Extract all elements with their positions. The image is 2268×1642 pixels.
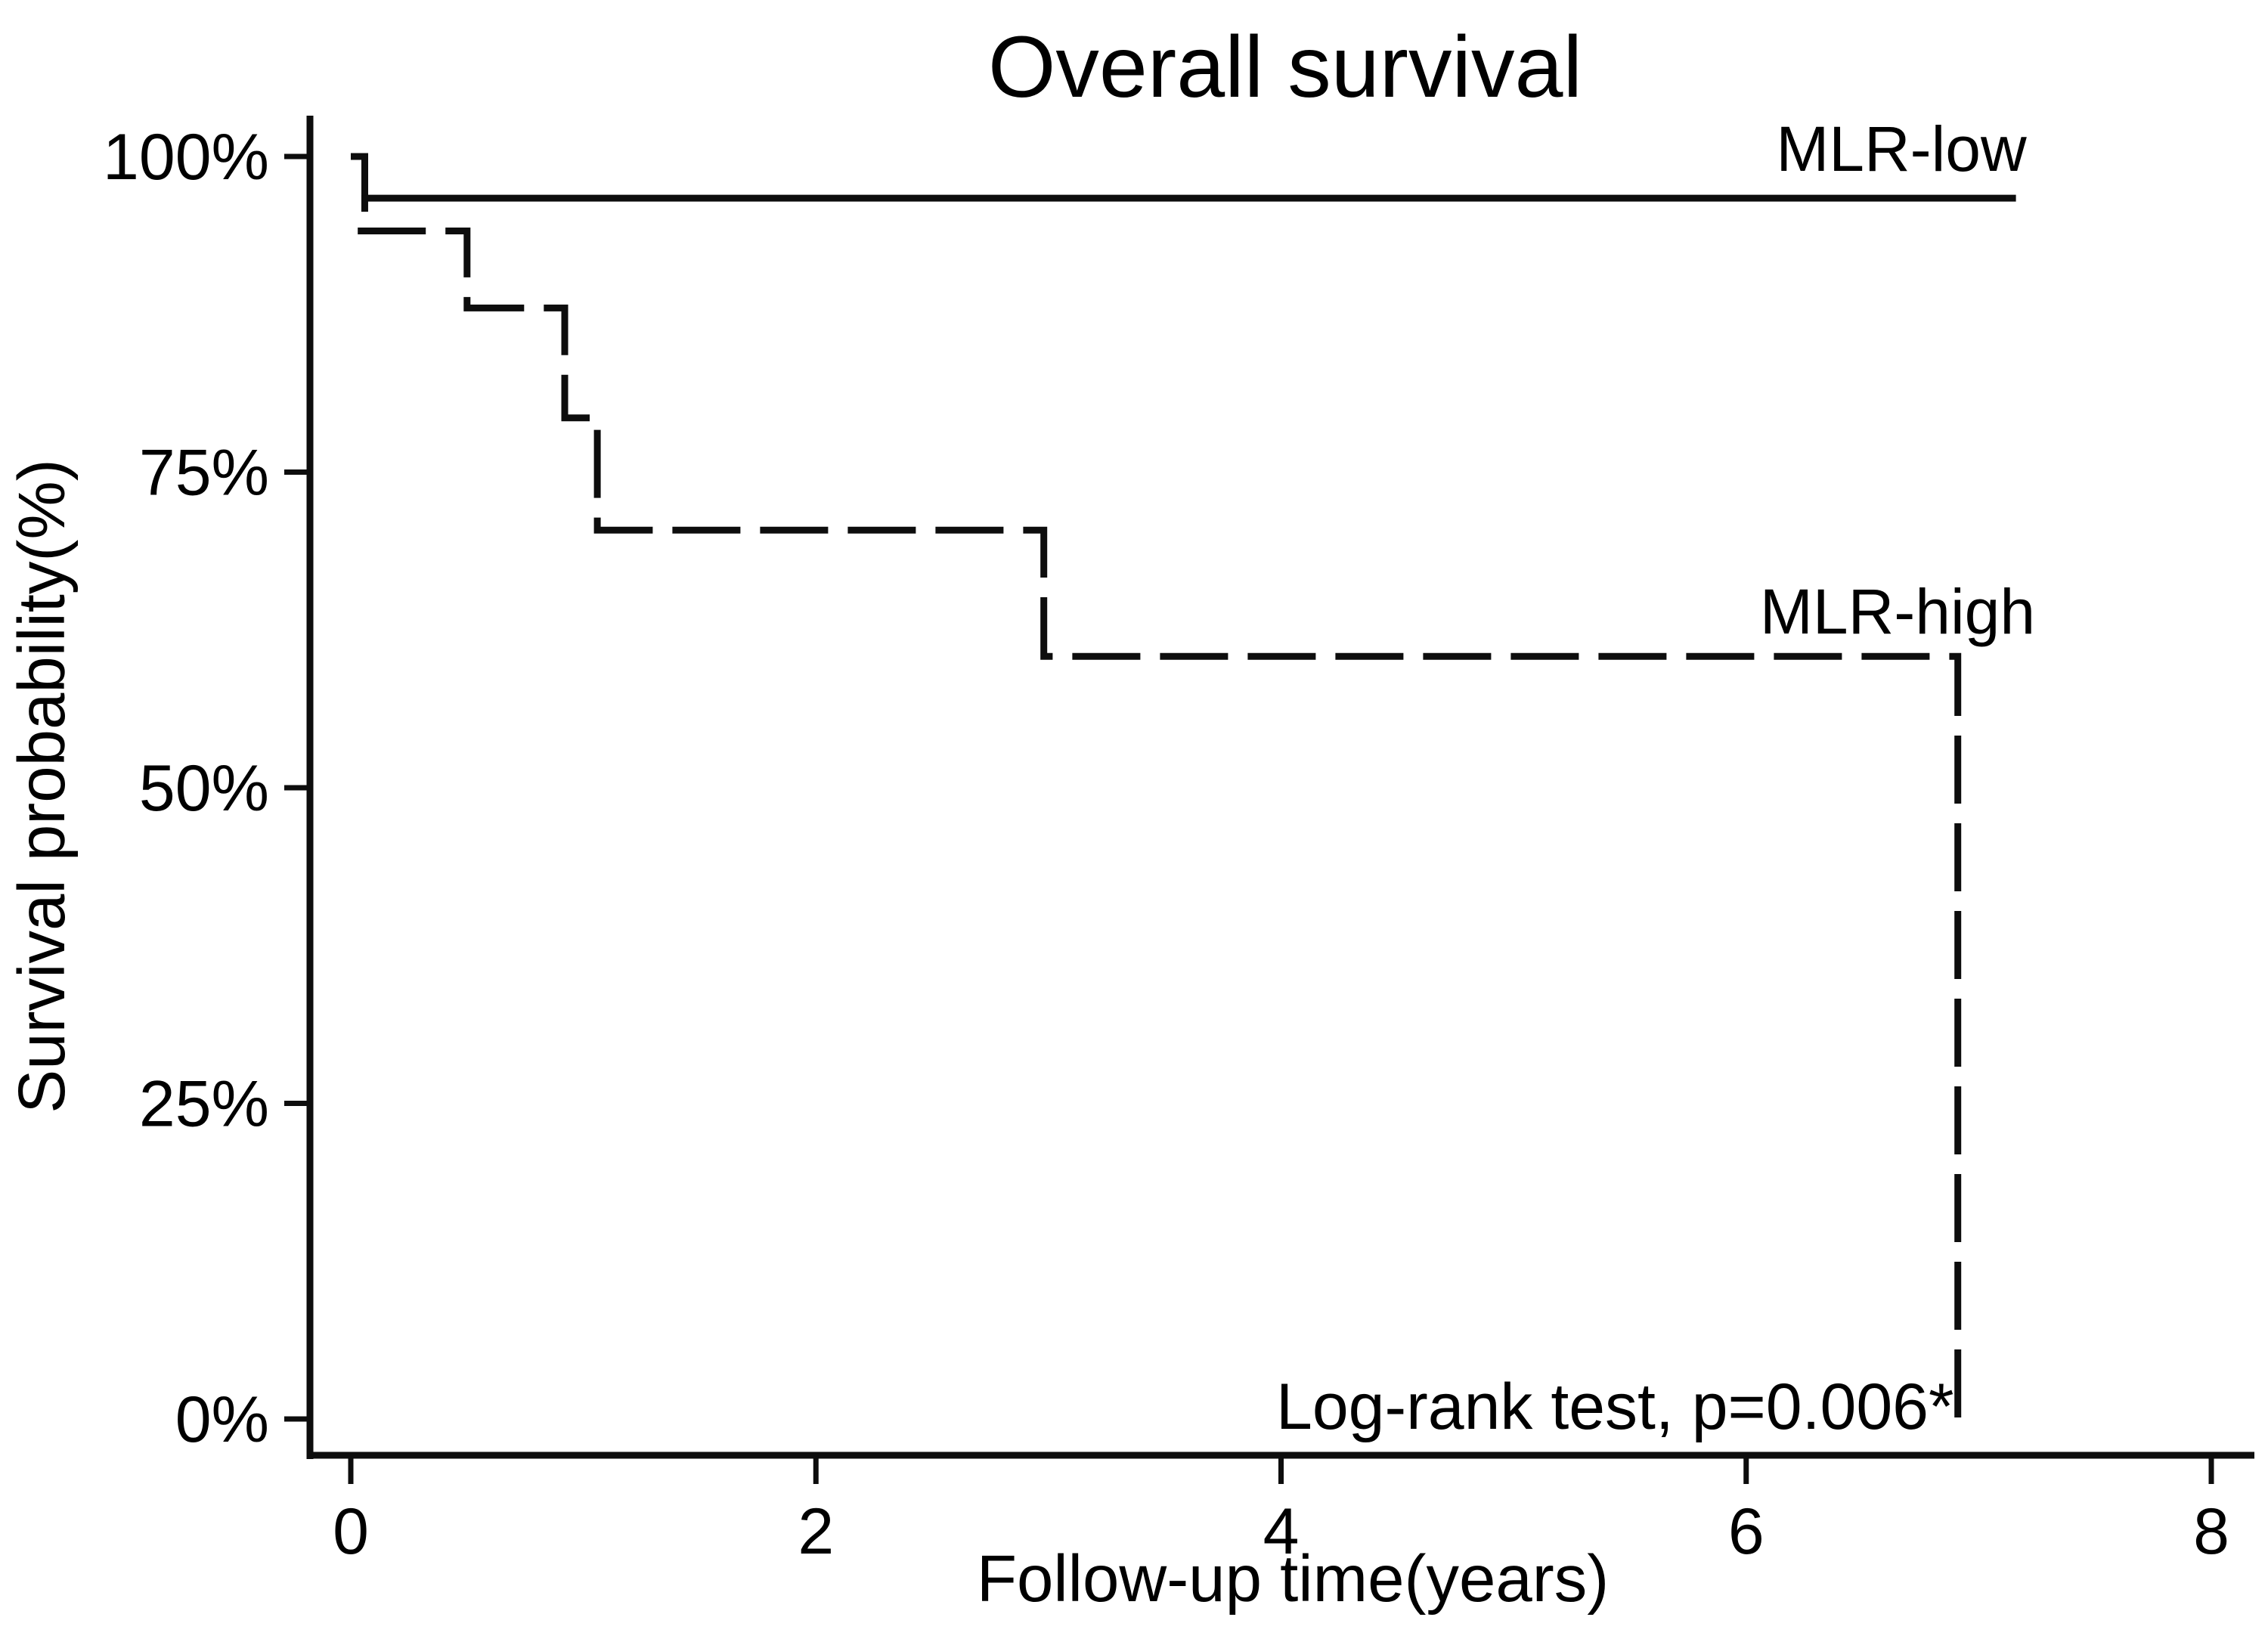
x-tick-label: 4	[1263, 1495, 1300, 1568]
y-axis: 0% 25% 50% 75% 100% Survival probability…	[5, 116, 314, 1459]
survival-curves	[351, 153, 2016, 1419]
x-tick-marks	[348, 1455, 2214, 1484]
curve-label-mlr-high: MLR-high	[1760, 576, 2035, 647]
x-tick-label: 2	[798, 1495, 834, 1568]
y-axis-title: Survival probability(%)	[5, 459, 79, 1113]
x-tick-label: 0	[333, 1495, 369, 1568]
logrank-annotation: Log-rank test, p=0.006*	[1276, 1371, 1954, 1443]
curve-mlr-low	[351, 153, 2016, 202]
y-tick-label: 50%	[139, 752, 269, 825]
y-tick-label: 100%	[103, 121, 269, 194]
y-tick-marks	[284, 153, 310, 1422]
curve-label-mlr-low: MLR-low	[1776, 113, 2027, 184]
x-axis: 0 2 4 6 8 Follow-up time(years)	[307, 1451, 2254, 1616]
chart-title: Overall survival	[988, 19, 1582, 116]
x-axis-title: Follow-up time(years)	[977, 1542, 1609, 1616]
x-tick-label: 6	[1728, 1495, 1765, 1568]
y-tick-label: 25%	[139, 1068, 269, 1141]
y-tick-label: 75%	[139, 437, 269, 510]
y-tick-label: 0%	[175, 1383, 269, 1456]
curve-mlr-high	[358, 228, 1962, 1419]
x-tick-label: 8	[2193, 1495, 2229, 1568]
